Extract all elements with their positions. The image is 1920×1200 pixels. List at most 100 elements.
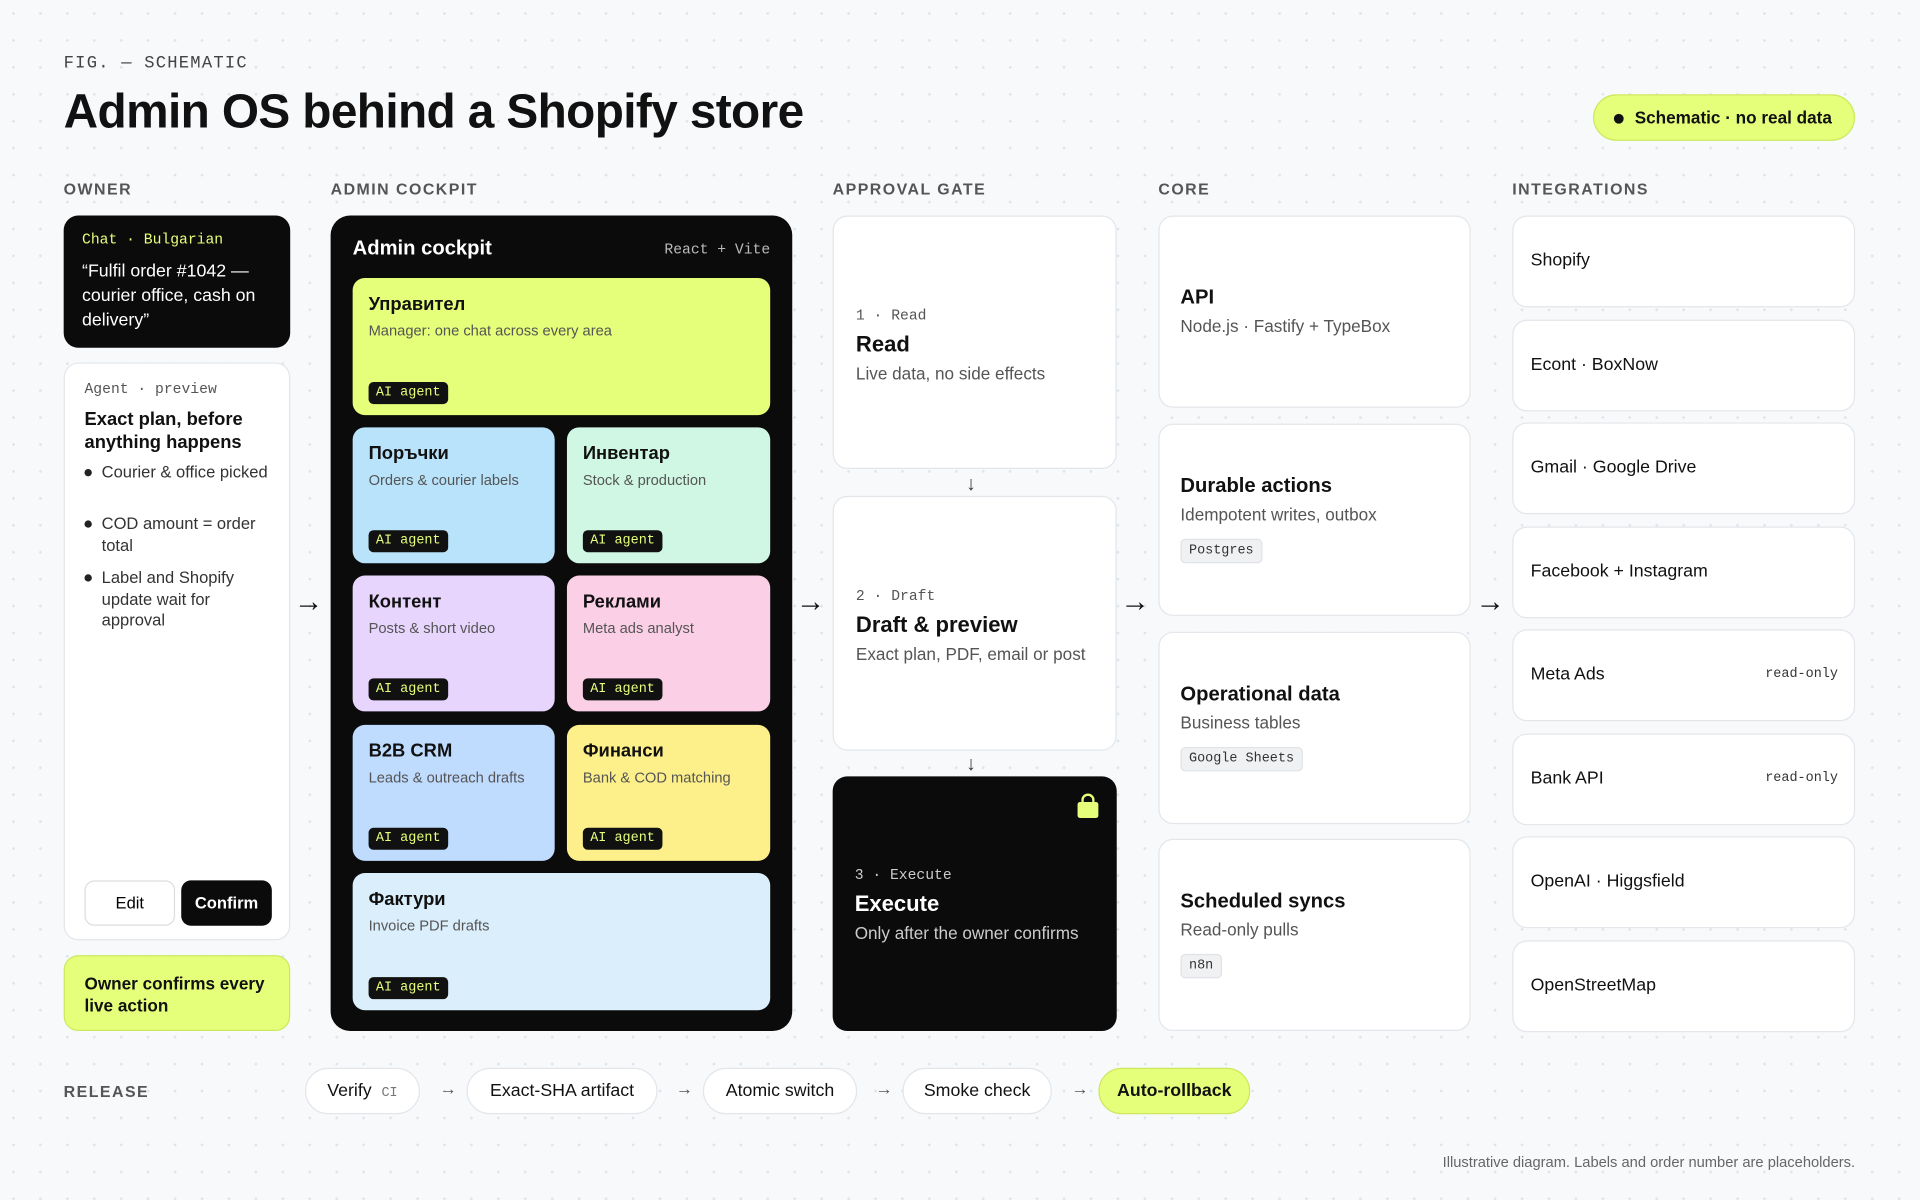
- step-text: Live data, no side effects: [855, 363, 1046, 383]
- release-name: Smoke check: [923, 1081, 1031, 1101]
- bullet: [84, 574, 92, 582]
- flow-arrow: →: [293, 585, 324, 619]
- tile-title: Контент: [368, 591, 442, 613]
- tile-title: Финанси: [582, 740, 664, 762]
- release-arrow: →: [675, 1078, 694, 1099]
- integration-name: Gmail · Google Drive: [1530, 457, 1697, 478]
- release-step: Verify CI: [304, 1067, 421, 1115]
- release-arrow: →: [875, 1078, 893, 1099]
- integration-name: Econt · BoxNow: [1530, 354, 1658, 375]
- tile-tag: AI agent: [368, 827, 448, 850]
- down-arrow: ↓: [966, 473, 976, 495]
- tile-tag: AI agent: [368, 382, 448, 405]
- integration-name: Facebook + Instagram: [1530, 561, 1708, 582]
- core-box: Operational data Business tables Google Sh…: [1158, 631, 1471, 825]
- core-tag: Google Sheets: [1180, 746, 1303, 772]
- tile-title: Поръчки: [368, 443, 449, 465]
- integration: Meta Ads read-only: [1512, 629, 1856, 722]
- column-label: APPROVAL GATE: [832, 180, 987, 199]
- core-box: Scheduled syncs Read-only pulls n8n: [1158, 838, 1471, 1032]
- release-name: Exact-SHA artifact: [490, 1081, 635, 1101]
- kicker: FIG. — SCHEMATIC: [63, 53, 248, 74]
- release-step: Atomic switch: [702, 1067, 858, 1115]
- cockpit-title: Admin cockpit: [352, 237, 492, 260]
- confirm-button[interactable]: Confirm: [181, 880, 272, 926]
- gate-step: 1 · Read Read Live data, no side effects: [832, 215, 1117, 469]
- gate-step: 2 · Draft Draft & preview Exact plan, PDF,…: [832, 495, 1117, 751]
- step-text: Exact plan, PDF, email or post: [855, 644, 1086, 664]
- cockpit-stack: React + Vite: [664, 241, 771, 259]
- down-arrow: ↓: [966, 754, 976, 776]
- integration: OpenAI · Higgsfield: [1512, 836, 1856, 929]
- integration: OpenStreetMap: [1512, 939, 1856, 1032]
- flow-arrow: →: [795, 585, 826, 619]
- tile-subtitle: Manager: one chat across every area: [368, 322, 612, 340]
- agent-tile: Реклами Meta ads analyst AI agent: [566, 575, 771, 712]
- preview-card: Agent · preview Exact plan, before anythi…: [63, 362, 291, 941]
- edit-button[interactable]: Edit: [84, 880, 176, 926]
- integration: Shopify: [1512, 215, 1856, 308]
- core-box: API Node.js · Fastify + TypeBox: [1158, 215, 1471, 408]
- agent-tile: B2B CRM Leads & outreach drafts AI agent: [352, 724, 555, 861]
- release-arrow: →: [439, 1078, 457, 1099]
- release-name: Verify: [327, 1081, 372, 1101]
- agent-tile: Финанси Bank & COD matching AI agent: [566, 724, 771, 861]
- chat-card: Chat · Bulgarian “Fulfil order #1042 — co…: [63, 215, 291, 348]
- release-tag: CI: [381, 1086, 398, 1101]
- release-arrow: →: [1071, 1078, 1089, 1099]
- step-title: Draft & preview: [855, 612, 1018, 637]
- bullet: [84, 468, 92, 477]
- title: Admin OS behind a Shopify store: [63, 85, 804, 139]
- footer: Illustrative diagram. Labels and order n…: [1442, 1153, 1856, 1171]
- flow-arrow: →: [1120, 585, 1150, 619]
- tile-tag: AI agent: [368, 977, 448, 1000]
- integration-note: read-only: [1765, 770, 1838, 786]
- preview-item: Courier & office picked: [101, 462, 268, 482]
- release-label: RELEASE: [63, 1082, 150, 1101]
- tile-subtitle: Stock & production: [582, 471, 707, 489]
- integration-name: OpenStreetMap: [1530, 975, 1656, 995]
- release-name: Auto-rollback: [1117, 1081, 1232, 1101]
- agent-tile: Контент Posts & short video AI agent: [352, 575, 555, 712]
- core-text: Idempotent writes, outbox: [1180, 504, 1377, 525]
- release-step: Auto-rollback: [1098, 1067, 1251, 1115]
- preview-item: COD amount = order total: [101, 514, 256, 555]
- core-title: Operational data: [1180, 683, 1340, 706]
- tile-subtitle: Leads & outreach drafts: [368, 768, 525, 787]
- step-title: Read: [855, 331, 910, 356]
- tile-tag: AI agent: [582, 678, 663, 701]
- core-title: Scheduled syncs: [1180, 890, 1346, 913]
- tile-tag: AI agent: [368, 530, 448, 553]
- bullet: [84, 520, 92, 528]
- tile-subtitle: Posts & short video: [368, 619, 496, 637]
- column-label: CORE: [1158, 180, 1211, 199]
- release-name: Atomic switch: [725, 1081, 835, 1101]
- badge: Schematic · no real data: [1593, 94, 1856, 141]
- core-tag: n8n: [1180, 953, 1222, 979]
- preview-label: Agent · preview: [84, 380, 217, 398]
- release-step: Exact-SHA artifact: [466, 1067, 658, 1115]
- tile-title: Реклами: [582, 591, 662, 613]
- column-label: ADMIN COCKPIT: [330, 180, 478, 199]
- flow-arrow: →: [1475, 585, 1505, 619]
- preview-item: Label and Shopify update wait for approv…: [101, 568, 234, 630]
- tile-subtitle: Bank & COD matching: [582, 768, 731, 787]
- tile-title: Инвентар: [582, 443, 670, 465]
- cockpit-panel: Admin cockpit React + Vite Управител Manage…: [330, 215, 793, 1032]
- tile-title: Управител: [368, 293, 466, 315]
- core-box: Durable actions Idempotent writes, outbox…: [1158, 423, 1471, 616]
- step-text: Only after the owner confirms: [854, 923, 1079, 943]
- tile-subtitle: Meta ads analyst: [582, 619, 694, 637]
- tile-subtitle: Invoice PDF drafts: [368, 917, 490, 935]
- integration-note: read-only: [1765, 667, 1838, 683]
- chat-label: Chat · Bulgarian: [82, 231, 224, 249]
- core-text: Business tables: [1180, 712, 1301, 733]
- core-text: Read-only pulls: [1180, 919, 1299, 940]
- step-label: 1 · Read: [855, 306, 927, 324]
- step-label: 3 · Execute: [854, 866, 952, 885]
- gate-step: 3 · Execute Execute Only after the owner c…: [832, 776, 1117, 1032]
- tile-title: Фактури: [368, 888, 446, 910]
- core-tag: Postgres: [1180, 538, 1263, 564]
- column-label: OWNER: [63, 180, 133, 199]
